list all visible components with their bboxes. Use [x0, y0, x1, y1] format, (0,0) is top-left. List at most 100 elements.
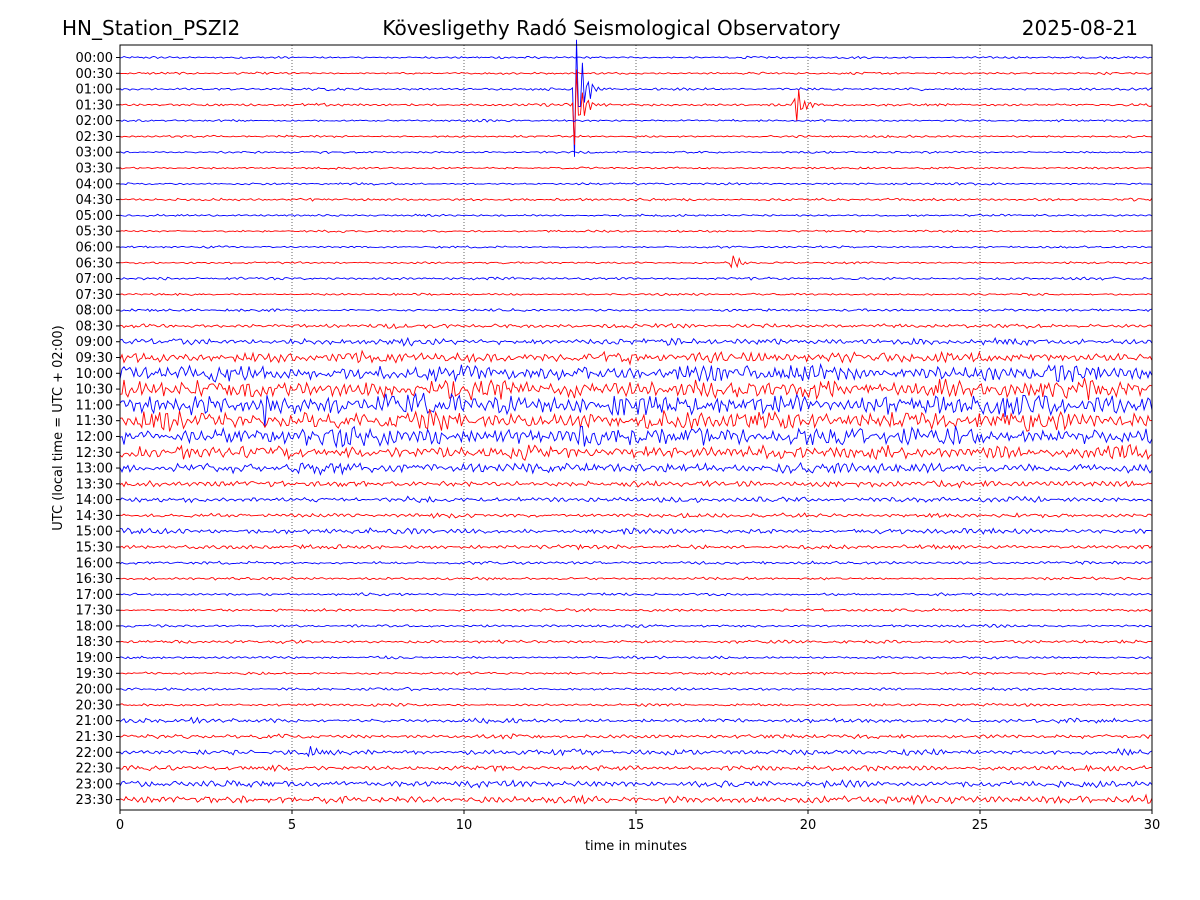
row-label: 07:00: [76, 272, 113, 287]
row-label: 06:30: [76, 256, 113, 271]
trace-1200: [119, 425, 1153, 449]
trace-2200: [119, 746, 1153, 758]
trace-2000: [119, 686, 1153, 692]
trace-1130: [119, 408, 1153, 432]
row-label: 08:30: [76, 319, 113, 334]
trace-1000: [119, 362, 1153, 383]
trace-1630: [119, 576, 1153, 581]
row-label: 04:30: [76, 193, 113, 208]
row-label: 16:00: [76, 556, 113, 571]
row-label: 13:30: [76, 477, 113, 492]
trace-1230: [119, 443, 1153, 461]
row-label: 12:30: [76, 446, 113, 461]
trace-0200: [119, 118, 1153, 123]
trace-0700: [119, 276, 1153, 281]
trace-2230: [119, 764, 1153, 773]
trace-0030: [119, 71, 1153, 76]
row-label: 01:00: [76, 83, 113, 98]
row-label: 21:30: [76, 730, 113, 745]
trace-0430: [119, 197, 1153, 202]
row-label: 21:00: [76, 714, 113, 729]
y-axis-label: UTC (local time = UTC + 02:00): [51, 325, 66, 530]
trace-0000: [119, 55, 1153, 60]
trace-0930: [119, 349, 1153, 366]
trace-2330: [119, 793, 1153, 806]
trace-0500: [119, 213, 1153, 218]
row-label: 05:30: [76, 225, 113, 240]
row-label: 15:00: [76, 525, 113, 540]
trace-1530: [119, 543, 1153, 551]
row-label: 19:30: [76, 667, 113, 682]
trace-2100: [119, 716, 1153, 725]
x-tick-label: 15: [628, 818, 645, 833]
row-label: 23:00: [76, 777, 113, 792]
row-label: 17:30: [76, 604, 113, 619]
trace-1330: [119, 479, 1153, 489]
row-label: 12:00: [76, 430, 113, 445]
row-label: 13:00: [76, 462, 113, 477]
trace-1800: [119, 623, 1153, 629]
row-label: 03:00: [76, 146, 113, 161]
row-label: 22:30: [76, 762, 113, 777]
trace-1900: [119, 655, 1153, 660]
trace-0900: [119, 336, 1153, 347]
row-label: 09:00: [76, 335, 113, 350]
row-label: 11:00: [76, 398, 113, 413]
trace-0800: [119, 307, 1153, 313]
trace-0100: [119, 39, 1153, 157]
row-label: 02:30: [76, 130, 113, 145]
row-label: 08:00: [76, 304, 113, 319]
row-label: 10:00: [76, 367, 113, 382]
trace-0300: [119, 150, 1153, 155]
trace-0400: [119, 182, 1153, 186]
row-label: 03:30: [76, 162, 113, 177]
trace-0830: [119, 322, 1153, 330]
x-tick-label: 20: [800, 818, 817, 833]
observatory-title: Kövesligethy Radó Seismological Observat…: [382, 16, 841, 40]
trace-2300: [119, 779, 1153, 789]
trace-2030: [119, 702, 1153, 708]
row-label: 09:30: [76, 351, 113, 366]
trace-0630: [119, 255, 1153, 269]
trace-1600: [119, 560, 1153, 566]
trace-1100: [119, 392, 1153, 428]
row-label: 05:00: [76, 209, 113, 224]
trace-0330: [119, 166, 1153, 170]
row-label: 01:30: [76, 98, 113, 113]
trace-1930: [119, 671, 1153, 676]
row-label: 14:00: [76, 493, 113, 508]
x-axis-ticks: 0 5 10 15 20 25 30: [116, 810, 1160, 833]
trace-1400: [119, 495, 1153, 504]
grid-lines: [291, 45, 981, 810]
trace-0530: [119, 229, 1153, 233]
trace-0230: [119, 134, 1153, 139]
x-axis-label: time in minutes: [585, 839, 687, 854]
row-label: 06:00: [76, 240, 113, 255]
row-label: 20:00: [76, 683, 113, 698]
row-label: 14:30: [76, 509, 113, 524]
x-tick-label: 10: [456, 818, 473, 833]
row-label: 07:30: [76, 288, 113, 303]
row-label: 11:30: [76, 414, 113, 429]
trace-1430: [119, 512, 1153, 519]
trace-1700: [119, 592, 1153, 597]
trace-2130: [119, 733, 1153, 740]
row-label: 18:00: [76, 619, 113, 634]
row-label: 15:30: [76, 540, 113, 555]
row-label: 00:30: [76, 67, 113, 82]
trace-1730: [119, 607, 1153, 613]
x-tick-label: 30: [1144, 818, 1161, 833]
record-date: 2025-08-21: [1021, 16, 1138, 40]
x-tick-label: 5: [288, 818, 296, 833]
row-label: 19:00: [76, 651, 113, 666]
row-label: 02:00: [76, 114, 113, 129]
trace-1830: [119, 639, 1153, 645]
row-label: 22:00: [76, 746, 113, 761]
row-label: 04:00: [76, 177, 113, 192]
x-tick-label: 25: [972, 818, 989, 833]
trace-1500: [119, 527, 1153, 536]
station-name: HN_Station_PSZI2: [62, 16, 241, 40]
row-label: 00:00: [76, 51, 113, 66]
row-label: 20:30: [76, 698, 113, 713]
